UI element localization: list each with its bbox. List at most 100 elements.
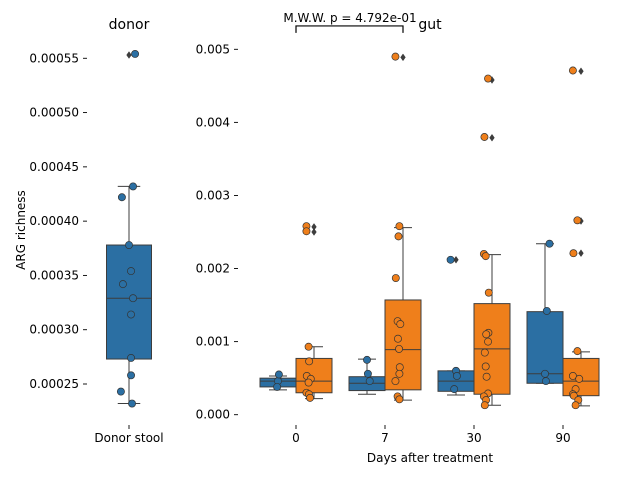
gut-x-tick-label: 90 <box>555 431 570 445</box>
data-point <box>391 377 400 386</box>
data-point <box>484 337 492 346</box>
data-point <box>481 362 490 371</box>
data-point <box>116 387 125 396</box>
gut-y-tick-label: 0.005 <box>196 42 230 56</box>
data-point <box>363 369 372 378</box>
donor-y-tick-label: 0.00045 <box>29 160 79 174</box>
data-point <box>568 372 577 380</box>
gut-y-axis: 0.000 0.001 0.002 0.003 0.004 0.005 <box>196 42 238 422</box>
data-point <box>127 310 135 319</box>
data-point <box>571 401 580 410</box>
data-point <box>541 377 550 386</box>
donor-x-axis: Donor stool <box>94 425 164 445</box>
data-point <box>484 74 492 83</box>
data-point <box>450 385 459 394</box>
data-point <box>395 369 404 378</box>
data-point <box>274 370 283 379</box>
outlier-marker <box>126 51 132 59</box>
gut-x-axis-label: Days after treatment <box>367 451 493 465</box>
data-point <box>306 393 314 402</box>
gut-x-tick-label: 0 <box>292 431 300 445</box>
data-point <box>391 52 400 61</box>
data-point <box>273 382 282 391</box>
data-point <box>542 306 551 315</box>
data-point <box>302 227 311 236</box>
data-point <box>480 401 489 410</box>
data-point <box>128 399 136 408</box>
donor-y-tick-label: 0.00035 <box>29 268 79 282</box>
gut-panel: gut Days after treatment 0.000 0.001 0.002… <box>196 11 600 465</box>
donor-y-tick-label: 0.00025 <box>29 377 79 391</box>
data-point <box>129 182 137 191</box>
data-point <box>304 378 313 387</box>
data-point <box>573 347 582 356</box>
gut-x-tick-label: 30 <box>466 431 481 445</box>
data-point <box>545 239 554 248</box>
outlier-marker <box>453 255 459 264</box>
data-point <box>391 274 400 282</box>
data-point <box>304 342 313 351</box>
gut-x-axis: 0 7 30 90 <box>292 425 571 445</box>
data-point <box>394 232 403 241</box>
donor-y-tick-label: 0.00040 <box>29 214 79 228</box>
data-point <box>127 267 135 276</box>
data-point <box>480 348 489 357</box>
gut-y-tick-label: 0.001 <box>196 335 230 349</box>
donor-panel: donor ARG richness 0.00025 0.00030 0.00035… <box>14 17 164 445</box>
data-point <box>365 377 374 386</box>
data-point <box>569 249 578 258</box>
data-point <box>118 280 127 289</box>
data-point <box>363 355 371 364</box>
data-point <box>446 255 455 264</box>
gut-panel-title: gut <box>418 17 442 33</box>
box <box>384 299 422 391</box>
significance-bracket <box>295 25 404 33</box>
data-point <box>481 252 490 261</box>
donor-y-axis-label: ARG richness <box>14 190 28 270</box>
donor-x-tick-label: Donor stool <box>94 431 163 445</box>
data-point <box>396 320 405 329</box>
data-point <box>541 369 549 378</box>
data-point <box>395 363 404 372</box>
outlier-marker <box>578 67 584 76</box>
data-point <box>129 294 137 303</box>
data-point <box>484 288 493 297</box>
data-point <box>575 374 584 383</box>
data-point <box>305 357 314 366</box>
data-point <box>482 330 491 339</box>
outlier-marker <box>489 133 495 142</box>
data-point <box>125 241 133 249</box>
significance-annotation: M.W.W. p = 4.792e-01 <box>283 11 417 33</box>
donor-plot-area <box>106 49 152 408</box>
donor-y-tick-label: 0.00055 <box>29 51 79 65</box>
outlier-marker <box>311 228 317 236</box>
outlier-marker <box>400 53 406 62</box>
gut-x-tick-label: 7 <box>381 431 389 445</box>
data-point <box>131 49 140 58</box>
data-point <box>127 353 135 362</box>
gut-y-tick-label: 0.004 <box>196 115 230 129</box>
significance-text: M.W.W. p = 4.792e-01 <box>283 11 416 25</box>
data-point <box>127 371 135 380</box>
gut-y-tick-label: 0.000 <box>196 408 230 422</box>
data-point <box>573 216 582 225</box>
gut-y-tick-label: 0.002 <box>196 262 230 276</box>
donor-y-tick-label: 0.00030 <box>29 323 79 337</box>
data-point <box>395 222 404 231</box>
box <box>295 357 333 394</box>
data-point <box>480 133 489 141</box>
donor-panel-title: donor <box>109 17 150 33</box>
gut-y-tick-label: 0.003 <box>196 188 230 202</box>
data-point <box>482 372 491 381</box>
data-point <box>117 193 126 202</box>
data-point <box>395 395 404 404</box>
outlier-marker <box>578 249 584 258</box>
donor-y-tick-label: 0.00050 <box>29 106 79 120</box>
data-point <box>394 334 402 343</box>
data-point <box>568 66 577 75</box>
donor-y-axis: 0.00025 0.00030 0.00035 0.00040 0.00045 0.000… <box>29 51 87 391</box>
gut-plot-area <box>259 52 600 410</box>
box <box>106 244 152 360</box>
data-point <box>452 372 461 380</box>
